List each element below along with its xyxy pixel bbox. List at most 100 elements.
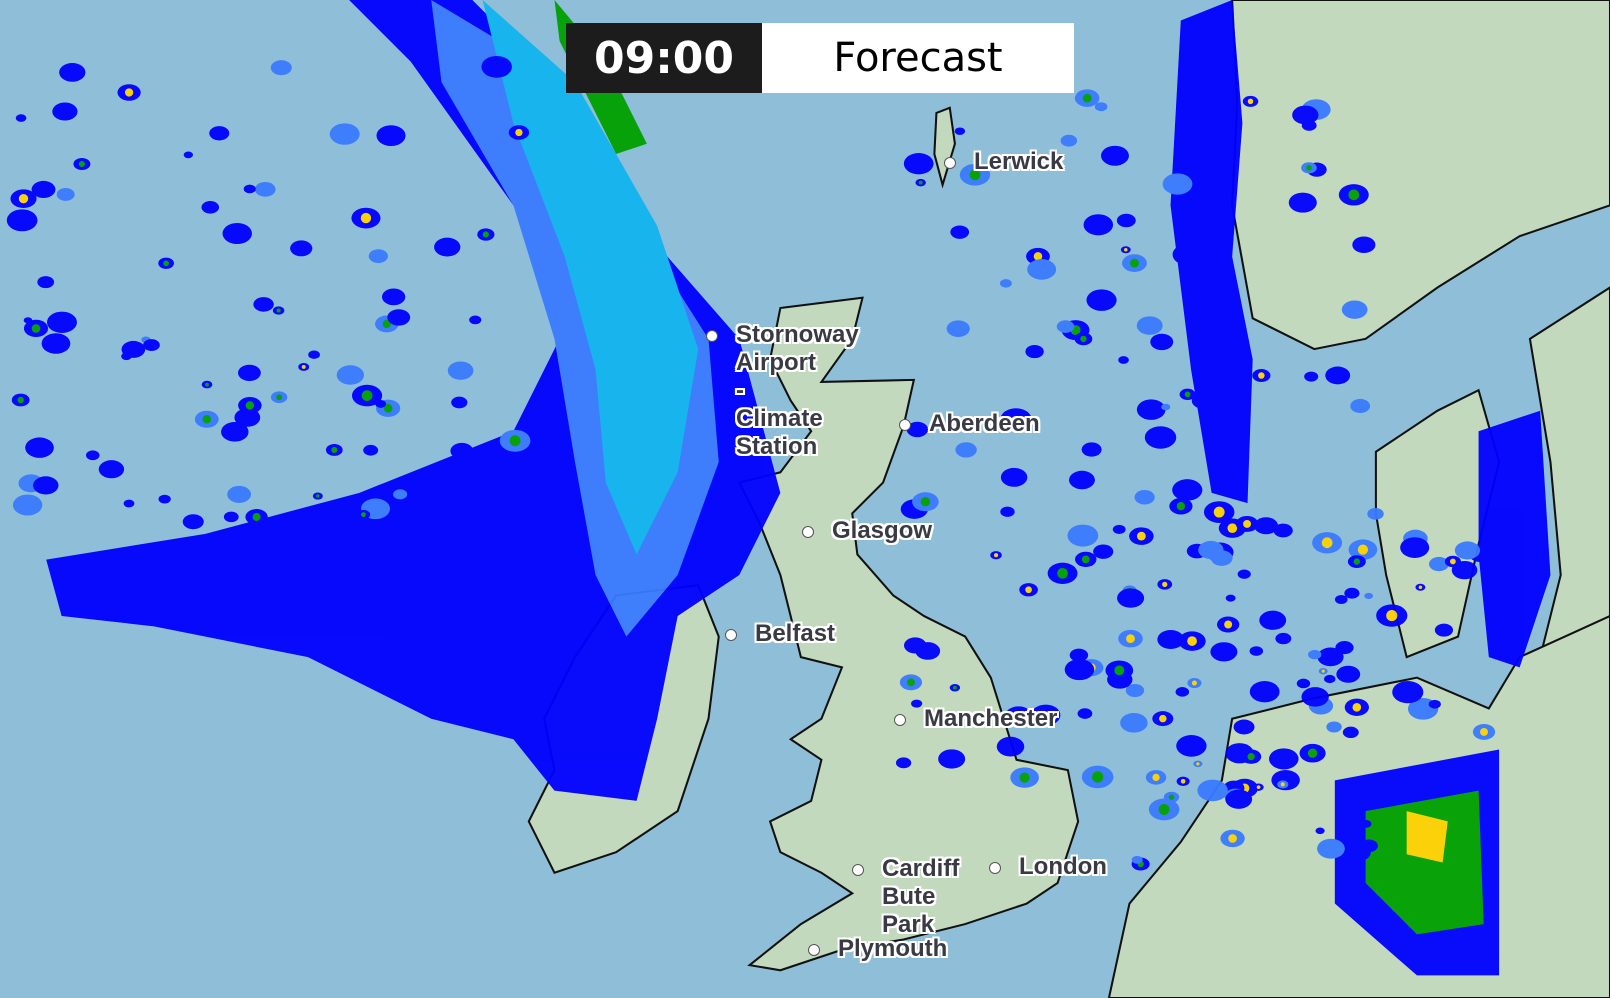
city-marker[interactable] [808, 944, 820, 956]
shower-cell [363, 444, 379, 456]
shower-cell [1120, 713, 1148, 733]
shower-cell [1225, 789, 1253, 809]
shower-core [1450, 558, 1456, 565]
shower-core [1280, 782, 1285, 787]
shower-cell [1317, 647, 1344, 667]
shower-cell [98, 460, 125, 479]
city-label-line: Airport [736, 349, 816, 376]
shower-core [969, 169, 981, 181]
shower-cell [1225, 594, 1236, 602]
shower-core [1247, 753, 1255, 761]
shower-cell [158, 494, 171, 504]
shower-cell [1324, 674, 1336, 684]
shower-core [482, 231, 489, 238]
shower-cell [1094, 102, 1108, 112]
shower-cell [1208, 163, 1232, 180]
shower-cell [1005, 706, 1033, 726]
shower-cell [1191, 393, 1213, 409]
shower-cell [1308, 649, 1322, 660]
city-label: Belfast [755, 620, 835, 648]
shower-cell [447, 361, 474, 380]
city-marker[interactable] [725, 629, 737, 641]
city-label-line: Bute [882, 883, 936, 910]
shower-cell [1162, 173, 1193, 195]
city-label-line: Manchester [924, 705, 1058, 732]
shower-core [1082, 93, 1092, 103]
shower-core [1213, 506, 1225, 518]
shower-cell [1341, 300, 1368, 319]
shower-core [1114, 665, 1125, 676]
shower-cell [254, 181, 276, 197]
shower-core [252, 512, 261, 521]
shower-cell [1069, 470, 1095, 490]
shower-cell [1081, 442, 1102, 457]
shower-core [1025, 586, 1032, 594]
shower-core [1243, 519, 1252, 528]
shower-cell [56, 188, 75, 201]
shower-cell [1150, 333, 1174, 351]
forecast-mode-label: Forecast [762, 23, 1074, 93]
denmark [1374, 388, 1501, 659]
shower-cell [41, 333, 71, 354]
scattered-showers [6, 55, 1496, 871]
shower-core [301, 364, 306, 369]
shower-cell [329, 123, 360, 145]
city-label-line: Station [736, 433, 818, 460]
shower-core [1247, 98, 1254, 105]
shower-cell [223, 511, 239, 523]
shower-cell [1083, 214, 1114, 236]
shower-core [1353, 558, 1361, 565]
shower-cell [1304, 371, 1319, 382]
shower-cell [1112, 524, 1126, 535]
shower-cell [1069, 648, 1089, 662]
shower-cell [1125, 683, 1145, 698]
shower-cell [1136, 316, 1163, 335]
city-marker[interactable] [706, 330, 718, 342]
shower-core [1091, 771, 1104, 783]
shower-cell [308, 350, 320, 359]
rain-band-core [482, 0, 699, 555]
shower-cell [1100, 145, 1129, 166]
shower-cell [209, 126, 230, 141]
city-marker[interactable] [894, 714, 906, 726]
shower-cell [1175, 687, 1190, 697]
city-marker[interactable] [899, 419, 911, 431]
shower-cell [1275, 632, 1292, 645]
shower-cell [1296, 678, 1311, 689]
shower-core [1191, 680, 1197, 686]
city-marker[interactable] [852, 864, 864, 876]
shower-cell [1184, 223, 1199, 234]
shower-core [1196, 762, 1200, 766]
city-marker[interactable] [989, 862, 1001, 874]
shower-cell [123, 499, 135, 508]
shower-core [276, 308, 281, 313]
shower-cell [12, 494, 43, 516]
shower-core [17, 396, 24, 404]
shower-cell [227, 485, 252, 503]
shower-cell [121, 352, 132, 361]
shower-cell [1031, 704, 1061, 726]
shower-cell [996, 736, 1025, 757]
shower-core [1184, 391, 1191, 398]
shower-cell [955, 442, 977, 458]
shower-cell [59, 62, 86, 82]
shower-cell [1000, 408, 1032, 431]
city-marker[interactable] [802, 526, 814, 538]
shower-cell [1334, 594, 1348, 605]
shower-core [31, 324, 41, 333]
shower-cell [376, 125, 406, 147]
shower-core [1480, 727, 1488, 736]
shower-core [1152, 773, 1160, 782]
city-label-line: - [736, 377, 744, 404]
shower-cell [1434, 623, 1454, 637]
city-label: Glasgow [832, 517, 932, 545]
shower-cell [1157, 629, 1185, 650]
shower-cell [1198, 540, 1224, 560]
city-marker[interactable] [944, 157, 956, 169]
shower-cell [143, 339, 160, 352]
shower-core [1080, 335, 1087, 343]
shower-core [18, 194, 29, 204]
shower-core [1227, 523, 1238, 534]
shower-cell [387, 309, 411, 326]
